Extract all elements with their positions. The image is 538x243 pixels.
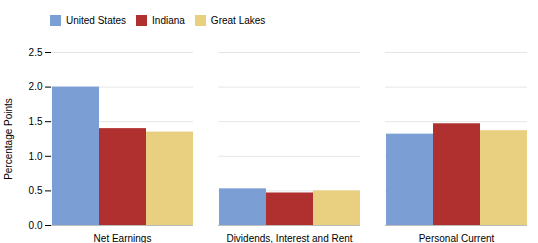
svg-text:Percentage Points: Percentage Points — [3, 98, 14, 180]
svg-text:1.5: 1.5 — [29, 116, 43, 127]
svg-text:2.5: 2.5 — [29, 47, 43, 58]
svg-text:1.0: 1.0 — [29, 151, 43, 162]
svg-text:Personal CurrentTransfer Recei: Personal CurrentTransfer Receipts — [417, 233, 496, 243]
svg-text:2.0: 2.0 — [29, 81, 43, 92]
html-text:United States: United States — [66, 15, 126, 26]
svg-text:Dividends, Interest and Rent: Dividends, Interest and Rent — [226, 233, 352, 243]
svg-text:Net Earnings: Net Earnings — [94, 233, 152, 243]
svg-text:0.0: 0.0 — [29, 220, 43, 231]
svg-text:0.5: 0.5 — [29, 185, 43, 196]
html-text:Indiana: Indiana — [152, 15, 185, 26]
html-text:Great Lakes: Great Lakes — [210, 15, 266, 26]
